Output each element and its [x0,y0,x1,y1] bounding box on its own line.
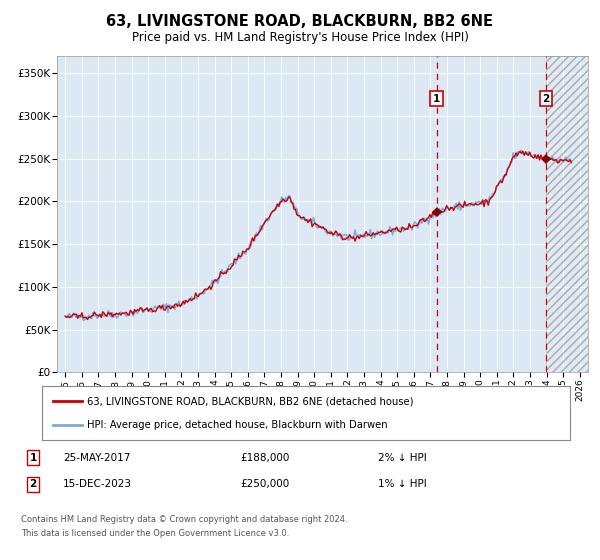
Text: £250,000: £250,000 [240,479,289,489]
Text: Price paid vs. HM Land Registry's House Price Index (HPI): Price paid vs. HM Land Registry's House … [131,31,469,44]
Bar [546,56,588,372]
Text: This data is licensed under the Open Government Licence v3.0.: This data is licensed under the Open Gov… [21,529,289,538]
Text: 25-MAY-2017: 25-MAY-2017 [63,452,130,463]
Text: £188,000: £188,000 [240,452,289,463]
Text: Contains HM Land Registry data © Crown copyright and database right 2024.: Contains HM Land Registry data © Crown c… [21,515,347,524]
Text: 1% ↓ HPI: 1% ↓ HPI [378,479,427,489]
Text: 63, LIVINGSTONE ROAD, BLACKBURN, BB2 6NE: 63, LIVINGSTONE ROAD, BLACKBURN, BB2 6NE [107,14,493,29]
Text: 2% ↓ HPI: 2% ↓ HPI [378,452,427,463]
Text: 15-DEC-2023: 15-DEC-2023 [63,479,132,489]
Text: 63, LIVINGSTONE ROAD, BLACKBURN, BB2 6NE (detached house): 63, LIVINGSTONE ROAD, BLACKBURN, BB2 6NE… [87,396,413,407]
Text: 2: 2 [29,479,37,489]
Text: 2: 2 [542,94,550,104]
Text: 1: 1 [29,452,37,463]
Text: 1: 1 [433,94,440,104]
Text: HPI: Average price, detached house, Blackburn with Darwen: HPI: Average price, detached house, Blac… [87,419,388,430]
